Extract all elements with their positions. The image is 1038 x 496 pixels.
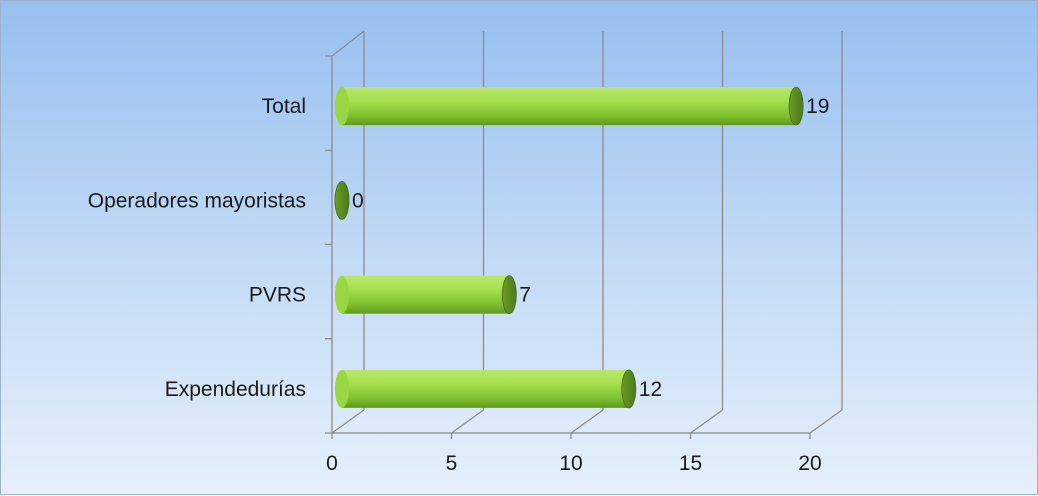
x-tick-label: 20 xyxy=(798,452,821,475)
bar xyxy=(342,275,510,314)
data-label: 0 xyxy=(352,189,364,212)
bar-cap xyxy=(788,86,804,126)
bar-cap xyxy=(621,369,637,409)
gridline-floor xyxy=(690,409,723,434)
category-label: Operadores mayoristas xyxy=(88,189,306,212)
category-label: PVRS xyxy=(249,284,306,307)
gridline-floor xyxy=(451,409,484,434)
bar-cap xyxy=(501,275,517,315)
x-tick-label: 0 xyxy=(326,452,338,475)
gridline-floor xyxy=(331,409,365,434)
data-label: 7 xyxy=(519,284,531,307)
gridline-floor xyxy=(570,409,604,434)
side-wall-top-edge xyxy=(331,30,365,57)
gridline-floor xyxy=(809,409,843,434)
bar-left-end xyxy=(335,369,349,408)
x-tick-label: 5 xyxy=(446,452,458,475)
data-label: 12 xyxy=(639,378,662,401)
bar xyxy=(342,87,797,126)
bar-left-end xyxy=(335,275,349,314)
category-label: Expendedurías xyxy=(165,378,306,401)
bar-cap xyxy=(334,180,350,220)
x-tick-label: 10 xyxy=(559,452,582,475)
bar xyxy=(342,369,629,408)
category-label: Total xyxy=(262,95,306,118)
data-label: 19 xyxy=(806,95,829,118)
x-tick-label: 15 xyxy=(679,452,702,475)
bar-left-end xyxy=(335,87,349,126)
